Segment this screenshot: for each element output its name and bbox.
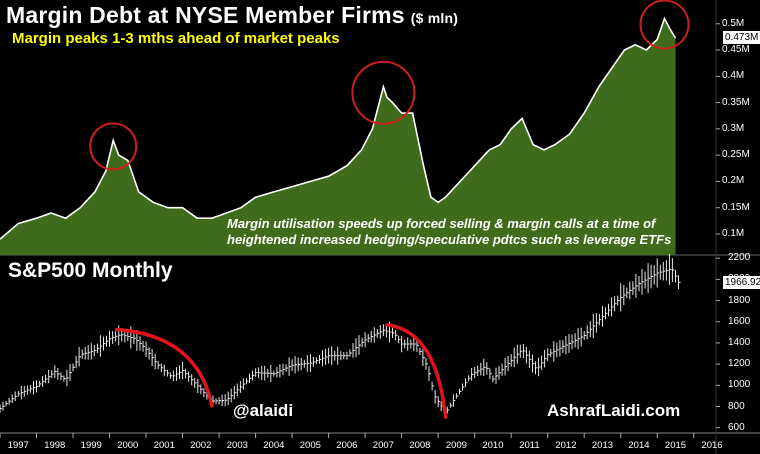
peak-circle <box>351 60 416 125</box>
y-tick-label: 0.25M <box>722 149 750 161</box>
y-tick-label: 800 <box>728 400 745 412</box>
x-tick-label: 2007 <box>372 440 394 451</box>
x-tick-label: 2004 <box>263 440 285 451</box>
annotation-text: Margin utilisation speeds up forced sell… <box>227 216 671 248</box>
peak-circle <box>639 0 690 50</box>
y-tick-label: 0.15M <box>722 201 750 213</box>
decline-arc <box>385 323 448 419</box>
chart-subtitle: Margin peaks 1-3 mths ahead of market pe… <box>12 30 340 47</box>
y-tick-label: 0.35M <box>722 96 750 108</box>
y-tick-label: 0.3M <box>722 122 745 134</box>
y-tick-label: 1200 <box>728 358 751 370</box>
x-tick-label: 2005 <box>299 440 321 451</box>
x-tick-label: 2002 <box>190 440 212 451</box>
annotation-line-1: Margin utilisation speeds up forced sell… <box>227 216 656 231</box>
watermark-handle: @alaidi <box>233 401 294 420</box>
x-tick-label: 1999 <box>80 440 102 451</box>
x-tick-label: 2006 <box>336 440 358 451</box>
x-tick-label: 2011 <box>519 440 540 451</box>
y-tick-label: 0.1M <box>722 227 745 239</box>
margin-debt-line <box>0 16 677 240</box>
watermark-site: AshrafLaidi.com <box>547 401 681 420</box>
title-unit: ($ mln) <box>410 10 459 26</box>
margin-debt-last-value: 0.473M <box>723 30 760 44</box>
x-tick-label: 2001 <box>153 440 175 451</box>
y-tick-label: 1600 <box>728 315 751 327</box>
y-tick-label: 600 <box>728 421 745 433</box>
x-tick-label: 2010 <box>482 440 504 451</box>
x-tick-label: 2014 <box>628 440 650 451</box>
y-tick-label: 0.4M <box>722 70 745 82</box>
sp500-last-value: 1966.92 <box>723 275 760 289</box>
x-tick-label: 2008 <box>409 440 431 451</box>
x-tick-label: 2015 <box>664 440 687 451</box>
y-tick-label: 1400 <box>728 336 751 348</box>
y-tick-label: 0.2M <box>722 175 745 187</box>
x-tick-label: 2003 <box>226 440 248 451</box>
x-tick-label: 2000 <box>117 440 139 451</box>
lower-chart-title: S&P500 Monthly <box>8 259 173 282</box>
y-tick-label: 0.45M <box>722 44 750 56</box>
y-tick-label: 2200 <box>728 252 751 264</box>
peak-circle <box>89 122 138 171</box>
y-tick-label: 0.5M <box>722 17 745 29</box>
decline-arc <box>115 327 214 408</box>
x-tick-label: 2016 <box>701 440 723 451</box>
x-tick-label: 2009 <box>445 440 467 451</box>
annotation-line-2: heightened increased hedging/speculative… <box>227 232 672 247</box>
sp500-bars <box>0 254 681 415</box>
chart-title: Margin Debt at NYSE Member Firms ($ mln) <box>6 2 459 28</box>
margin-debt-area <box>0 18 676 255</box>
y-tick-label: 1000 <box>728 379 751 391</box>
x-tick-label: 1997 <box>7 440 29 451</box>
x-tick-label: 2013 <box>591 440 614 451</box>
x-tick-label: 2012 <box>555 440 577 451</box>
x-tick-label: 1998 <box>44 440 66 451</box>
y-tick-label: 1800 <box>728 294 751 306</box>
